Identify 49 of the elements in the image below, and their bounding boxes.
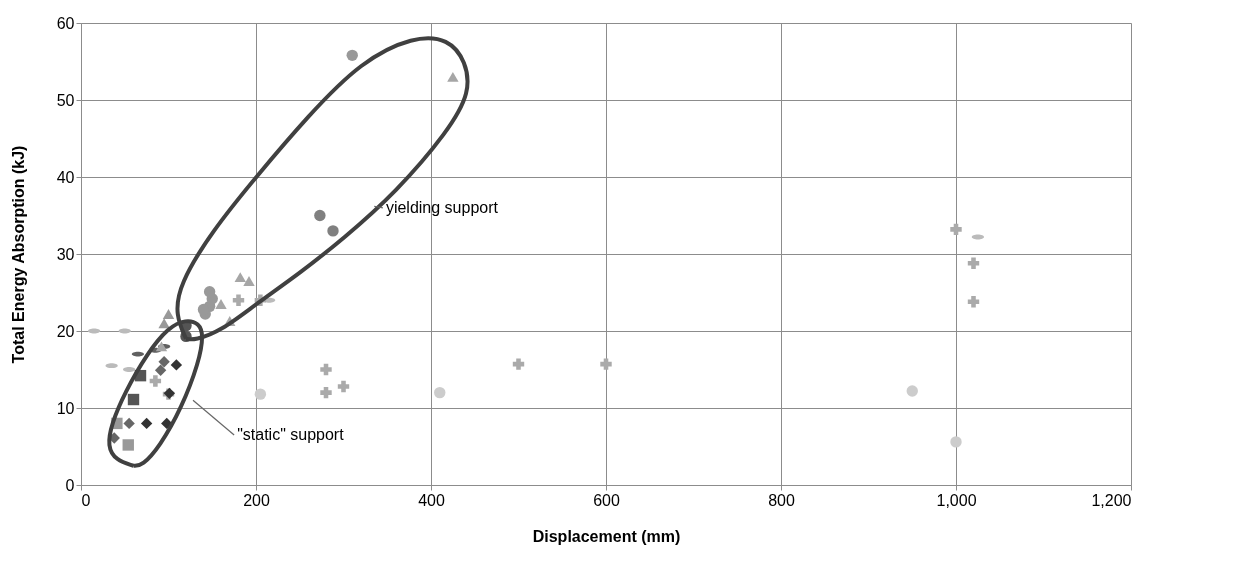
point xyxy=(337,380,350,393)
point xyxy=(600,358,612,370)
y-tick-label: 40 xyxy=(56,168,75,186)
point xyxy=(149,375,162,387)
point xyxy=(434,386,446,399)
point xyxy=(158,318,170,329)
x-tick-label: 800 xyxy=(768,491,795,509)
annotation: yielding support xyxy=(385,198,499,216)
point xyxy=(158,356,170,368)
point xyxy=(154,364,167,376)
point xyxy=(122,439,134,451)
point xyxy=(203,286,216,298)
point xyxy=(314,209,326,222)
point xyxy=(170,359,183,371)
point xyxy=(950,436,962,448)
point xyxy=(243,276,255,286)
y-tick-label: 20 xyxy=(56,322,75,340)
y-tick-label: 0 xyxy=(65,476,75,494)
y-axis-title: Total Energy Absorption (kJ) xyxy=(9,145,27,364)
point xyxy=(327,225,339,237)
annotation: "static" support xyxy=(237,425,345,443)
x-tick-label: 200 xyxy=(243,491,270,509)
point xyxy=(123,417,135,430)
point xyxy=(162,309,175,319)
point xyxy=(346,49,358,62)
point xyxy=(967,257,980,269)
point xyxy=(447,71,459,82)
point xyxy=(140,417,153,430)
point xyxy=(967,296,980,308)
point xyxy=(234,272,246,283)
point xyxy=(215,299,227,309)
x-tick-label: 1,200 xyxy=(1091,491,1132,509)
point xyxy=(232,294,245,306)
point xyxy=(254,388,267,400)
point xyxy=(127,393,140,406)
point xyxy=(320,386,332,399)
point xyxy=(906,385,918,397)
point xyxy=(512,358,525,370)
y-tick-label: 60 xyxy=(56,14,75,32)
point xyxy=(320,363,332,376)
point xyxy=(950,223,962,236)
x-tick-label: 1,000 xyxy=(936,491,977,509)
x-tick-label: 600 xyxy=(593,491,620,509)
x-tick-label: 400 xyxy=(418,491,445,509)
x-tick-label: 0 xyxy=(81,491,91,509)
x-axis-title: Displacement (mm) xyxy=(532,527,681,545)
y-tick-label: 10 xyxy=(56,399,75,417)
y-tick-label: 30 xyxy=(56,245,75,263)
y-tick-label: 50 xyxy=(56,91,75,109)
